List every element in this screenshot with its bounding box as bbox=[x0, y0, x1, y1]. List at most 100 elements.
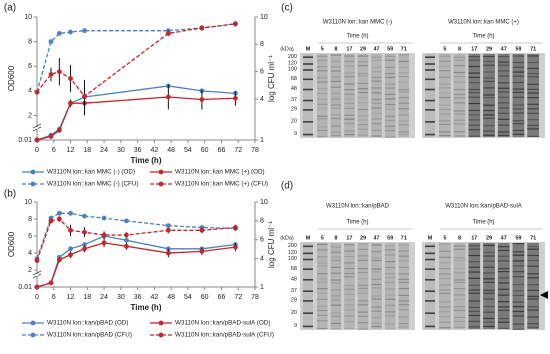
gel-band bbox=[439, 131, 451, 133]
gel-band bbox=[527, 265, 539, 267]
gel-band bbox=[425, 121, 435, 123]
gel-band bbox=[453, 248, 466, 250]
gel-band bbox=[425, 258, 435, 261]
gel-x-label: Time (h) bbox=[472, 34, 494, 40]
series-line bbox=[36, 212, 236, 259]
gel-band bbox=[497, 277, 510, 279]
gel-band bbox=[483, 289, 495, 292]
legend-label: W3110N lon::kan/pBAD-sulA (OD) bbox=[175, 320, 270, 327]
gel-band bbox=[425, 88, 435, 91]
gel-band bbox=[483, 298, 495, 300]
gel-band bbox=[384, 72, 396, 75]
gel-band bbox=[303, 99, 313, 102]
gel-band bbox=[468, 96, 481, 98]
gel-band bbox=[371, 310, 382, 312]
gel-band bbox=[303, 133, 313, 136]
gel-band bbox=[512, 306, 525, 308]
data-point bbox=[233, 244, 238, 250]
lane-label: 5 bbox=[321, 235, 324, 241]
gel-band bbox=[344, 123, 355, 125]
gel-band bbox=[497, 124, 510, 126]
gel-lane bbox=[384, 243, 396, 329]
gel-band bbox=[357, 311, 369, 313]
gel-band bbox=[453, 56, 466, 58]
gel-band bbox=[483, 244, 495, 246]
gel-band bbox=[497, 270, 510, 273]
gel-band bbox=[527, 92, 539, 94]
gel-band bbox=[371, 80, 382, 82]
gel-lane bbox=[371, 243, 382, 329]
gel-band bbox=[439, 301, 451, 303]
gel-band bbox=[512, 254, 525, 256]
gel-band bbox=[497, 55, 510, 58]
gel-band bbox=[398, 309, 409, 311]
data-point bbox=[124, 218, 129, 224]
data-point bbox=[68, 100, 73, 106]
gel-band bbox=[330, 246, 342, 248]
gel-band bbox=[317, 70, 328, 72]
gel-band bbox=[527, 128, 539, 130]
gel-band bbox=[371, 287, 382, 289]
lane-label: 29 bbox=[486, 46, 492, 52]
gel-band bbox=[344, 107, 355, 110]
lane-label: 59 bbox=[387, 235, 393, 241]
gel-band bbox=[453, 93, 466, 96]
gel-band bbox=[468, 245, 481, 247]
lane-label: 17 bbox=[346, 235, 352, 241]
y-tick-label: 6 bbox=[28, 63, 32, 70]
lane-label: 29 bbox=[360, 46, 366, 52]
gel-band bbox=[330, 98, 342, 100]
gel-band bbox=[483, 292, 495, 294]
gel-band bbox=[527, 55, 539, 57]
y2-tick-label: 6 bbox=[260, 237, 264, 244]
lane-label: 17 bbox=[471, 46, 477, 52]
gel-band bbox=[439, 268, 451, 270]
gel-band bbox=[357, 284, 369, 286]
gel-band bbox=[398, 89, 409, 91]
gel-title: W3110N lon::kan/pBAD-sulA bbox=[445, 204, 522, 210]
gel-band bbox=[317, 81, 328, 83]
gel-band bbox=[398, 326, 409, 328]
gel-band bbox=[303, 290, 313, 292]
gel-band bbox=[344, 93, 355, 95]
gel-band bbox=[317, 103, 328, 105]
data-point bbox=[82, 242, 87, 247]
gel-band bbox=[512, 104, 525, 106]
gel-band bbox=[357, 88, 369, 90]
panel-label: (d) bbox=[281, 181, 293, 192]
gel-band bbox=[384, 298, 396, 300]
gel-band bbox=[344, 299, 355, 301]
data-point bbox=[101, 240, 107, 246]
gel-band bbox=[357, 304, 369, 306]
gel-band bbox=[439, 134, 451, 137]
marker-label: 20 bbox=[291, 310, 297, 316]
gel-band bbox=[453, 245, 466, 247]
gel-band bbox=[425, 63, 435, 65]
data-point bbox=[82, 246, 87, 252]
gel-band bbox=[371, 92, 382, 94]
gel-band bbox=[453, 71, 466, 74]
gel-band bbox=[384, 125, 396, 127]
gel-band bbox=[512, 276, 525, 278]
gel-band bbox=[512, 283, 525, 286]
gel-band bbox=[497, 61, 510, 63]
gel-band bbox=[330, 256, 342, 258]
lane-label: 8 bbox=[334, 46, 337, 52]
legend-label: W3110N lon::kan MMC (+) (CFU) bbox=[175, 181, 268, 188]
gel-band bbox=[512, 271, 525, 273]
gel-band bbox=[439, 76, 451, 78]
y-tick-label: 8 bbox=[28, 216, 32, 223]
x-tick-label: 60 bbox=[201, 147, 209, 154]
gel-band bbox=[330, 266, 342, 268]
legend-marker bbox=[158, 181, 164, 187]
y2-tick-label: 4 bbox=[260, 96, 264, 103]
gel-band bbox=[453, 119, 466, 121]
gel-band bbox=[468, 65, 481, 68]
gel-band bbox=[483, 272, 495, 274]
marker-label: 68 bbox=[291, 76, 297, 82]
gel-x-label: Time (h) bbox=[346, 34, 368, 40]
gel-band bbox=[453, 59, 466, 61]
gel-band bbox=[468, 284, 481, 286]
y-tick-label: 10 bbox=[24, 14, 32, 21]
